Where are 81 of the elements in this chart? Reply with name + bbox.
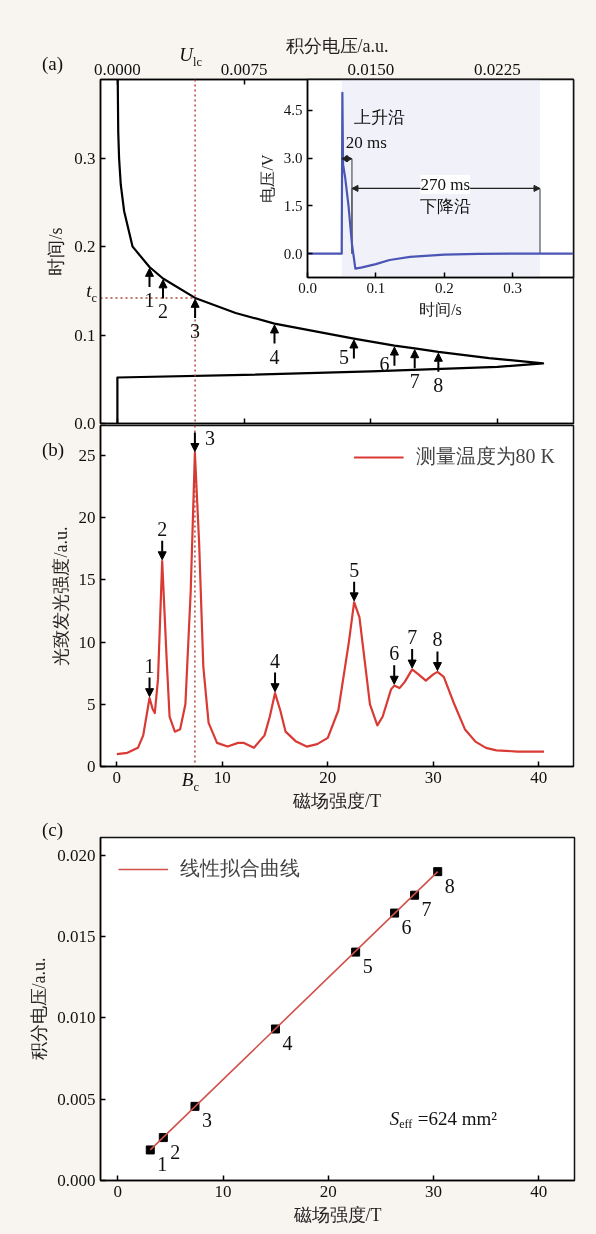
y-tick-label: 0.005	[57, 1089, 96, 1109]
annotation: 8	[444, 874, 455, 897]
y-tick-label: 20	[78, 508, 96, 528]
x-tick-label: 20	[319, 1181, 337, 1201]
annotation: 4	[270, 649, 281, 672]
annotation: 7	[407, 625, 418, 648]
x-tick-label: 40	[530, 1181, 548, 1201]
y-tick-label: 4.5	[283, 102, 303, 119]
annotation: 1	[144, 288, 155, 311]
y-tick-label: 0.020	[57, 845, 96, 865]
x-tick-label: 30	[425, 1181, 443, 1201]
text: (c)	[42, 818, 64, 840]
annotation: 3	[204, 427, 215, 450]
x-tick-label: 0.0225	[474, 59, 521, 79]
y-tick-label: 0.000	[57, 1171, 96, 1190]
y-tick-label: 0.3	[74, 148, 96, 168]
text: (b)	[42, 438, 65, 460]
ref-line-label: t$_{c}$	[86, 280, 97, 306]
band-label: 270 ms	[420, 174, 471, 194]
x-tick-label: 10	[213, 767, 231, 787]
y-tick-label: 0.2	[74, 237, 96, 257]
annotation: 5	[349, 558, 360, 581]
annotation: 5	[362, 955, 373, 978]
annotation: 3	[201, 1109, 212, 1132]
x-tick-label: 0.0000	[94, 59, 141, 79]
x-tick-label: 0.3	[503, 279, 523, 296]
x-axis-title: 时间/s	[419, 300, 462, 318]
band-label: 20 ms	[345, 133, 387, 153]
annotation: 3	[190, 319, 201, 342]
y-axis-title: 光致发光强度/a.u.	[50, 526, 71, 666]
annotation: 下降沿	[420, 196, 472, 216]
annotation: 2	[170, 1140, 181, 1163]
x-tick-label: 0.0	[298, 279, 317, 296]
annotation: 6	[389, 642, 400, 665]
annotation: 7	[409, 370, 420, 393]
y-axis-title: 时间/s	[46, 227, 67, 276]
annotation: 2	[157, 517, 168, 540]
y-tick-label: 0.015	[57, 927, 96, 947]
annotation: 1	[157, 1152, 168, 1175]
annotation: 8	[432, 628, 443, 651]
x-axis-title: 积分电压/a.u.	[285, 35, 389, 56]
y-tick-label: 0.0	[74, 414, 96, 433]
annotation: 4	[282, 1031, 293, 1054]
x-tick-label: 0.1	[366, 279, 386, 296]
annotation: 6	[401, 916, 412, 939]
y-tick-label: 10	[78, 632, 96, 652]
x-tick-label: 40	[530, 767, 548, 787]
legend-label: 测量温度为80 K	[415, 444, 555, 469]
y-axis-title: 积分电压/a.u.	[29, 957, 50, 1061]
x-tick-label: 0	[112, 767, 122, 787]
y-tick-label: 0.0	[283, 245, 303, 262]
y-axis-title: 电压/V	[258, 154, 276, 203]
annotation: 8	[433, 373, 444, 396]
x-tick-label: 20	[319, 767, 337, 787]
y-tick-label: 25	[78, 445, 96, 465]
y-tick-label: 5	[87, 694, 96, 714]
x-tick-label: 0	[113, 1181, 123, 1201]
annotation: 1	[144, 654, 155, 677]
x-tick-label: 30	[424, 767, 442, 787]
text: (a)	[42, 52, 64, 74]
annotation: 2	[158, 300, 168, 323]
x-axis-title: 磁场强度/T	[292, 1204, 382, 1225]
ref-line-label: U$_{lc}$	[179, 44, 202, 70]
y-tick-label: 3.0	[283, 150, 303, 167]
y-tick-label: 1.5	[283, 197, 303, 214]
x-tick-label: 10	[214, 1181, 232, 1201]
y-tick-label: 0.010	[57, 1008, 96, 1028]
x-tick-label: 0.2	[434, 279, 454, 296]
annotation: 5	[338, 345, 349, 368]
annotation: 7	[421, 898, 432, 921]
ref-line-label: B$_{c}$	[181, 769, 199, 795]
x-tick-label: 0.0075	[220, 59, 268, 79]
legend-label: 线性拟合曲线	[180, 856, 300, 881]
y-tick-label: 0.1	[74, 325, 96, 345]
annotation: 上升沿	[353, 107, 405, 127]
x-axis-title: 磁场强度/T	[292, 790, 381, 811]
x-tick-label: 0.0150	[347, 59, 395, 79]
y-tick-label: 15	[78, 570, 96, 590]
line-series	[307, 91, 574, 270]
annotation: 4	[269, 345, 280, 368]
annotation: 6	[379, 352, 390, 375]
